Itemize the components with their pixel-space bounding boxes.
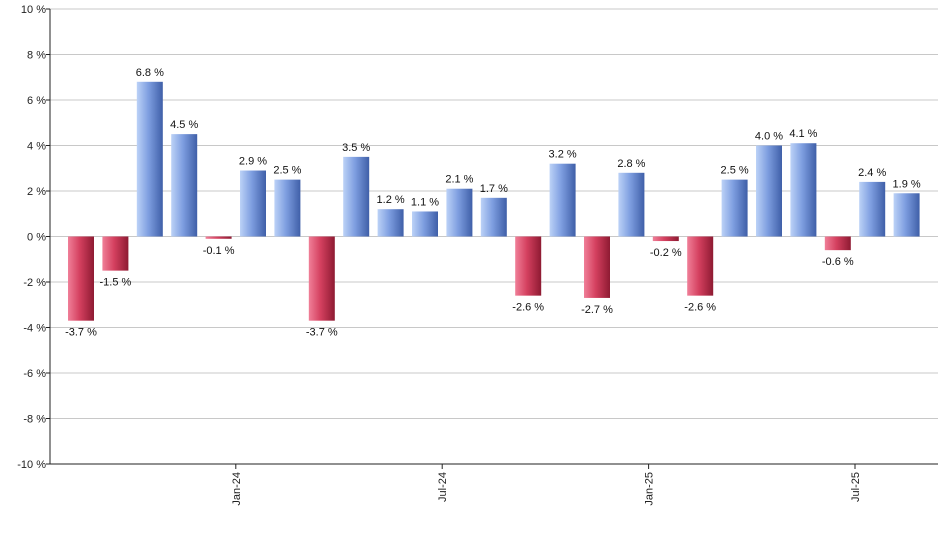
bar — [412, 211, 438, 237]
bar — [240, 170, 266, 237]
bar-value-label: -0.2 % — [650, 247, 682, 259]
bar-value-label: 2.9 % — [239, 156, 267, 168]
y-tick-label: 4 % — [27, 141, 46, 153]
bars — [68, 81, 920, 321]
bar — [824, 236, 851, 251]
bar-value-label: 4.5 % — [170, 119, 198, 131]
bar-value-label: 2.8 % — [617, 158, 645, 170]
bar — [549, 163, 576, 237]
y-tick-label: -8 % — [23, 414, 46, 426]
bar — [205, 236, 232, 239]
bar-value-label: 2.4 % — [858, 167, 886, 179]
x-tick-label: Jan-24 — [231, 472, 243, 506]
bar-value-label: -3.7 % — [65, 327, 97, 339]
bar-value-label: 6.8 % — [136, 67, 164, 79]
bar — [687, 236, 714, 296]
bar-value-label: 1.1 % — [411, 196, 439, 208]
bar — [136, 81, 163, 237]
x-tick-label: Jul-24 — [437, 472, 449, 502]
bar — [102, 236, 129, 271]
y-tick-label: -6 % — [23, 368, 46, 380]
y-tick-label: 0 % — [27, 232, 46, 244]
bar-value-label: 1.2 % — [377, 194, 405, 206]
bar — [274, 179, 301, 237]
bar — [584, 236, 610, 298]
bar — [308, 236, 335, 321]
y-axis-ticks: 10 % 8 % 6 % 4 % 2 % 0 % -2 % -4 % -6 % -8 % -10 % — [17, 4, 50, 471]
bar — [652, 236, 679, 242]
x-axis-ticks: Jan-24 Jul-24 Jan-25 Jul-25 — [231, 464, 862, 506]
bar-value-label: 4.1 % — [789, 128, 817, 140]
bar-value-label: -3.7 % — [306, 327, 338, 339]
bar-value-label: 4.0 % — [755, 131, 783, 143]
data-labels: -3.7 % -1.5 % 6.8 % 4.5 % -0.1 % 2.9 % 2.5 % -3… — [65, 67, 921, 339]
y-tick-label: -2 % — [23, 277, 46, 289]
bar-value-label: 1.7 % — [480, 183, 508, 195]
bar-value-label: -0.6 % — [822, 256, 854, 268]
bar — [480, 197, 507, 237]
y-tick-label: 6 % — [27, 95, 46, 107]
bar — [859, 181, 886, 237]
bar — [618, 172, 645, 237]
bar-value-label: -0.1 % — [203, 245, 235, 257]
bar-value-label: -2.7 % — [581, 304, 613, 316]
bar — [377, 209, 404, 237]
y-tick-label: 2 % — [27, 186, 46, 198]
bar-value-label: -1.5 % — [100, 277, 132, 289]
x-tick-label: Jan-25 — [644, 472, 656, 506]
bar — [515, 236, 542, 296]
bar — [343, 156, 370, 237]
bar-value-label: -2.6 % — [684, 302, 716, 314]
y-tick-label: 10 % — [21, 4, 46, 16]
bar — [68, 236, 94, 321]
bar — [171, 134, 198, 237]
bar-value-label: -2.6 % — [512, 302, 544, 314]
bar-value-label: 2.5 % — [273, 165, 301, 177]
y-tick-label: -4 % — [23, 323, 46, 335]
y-tick-label: 8 % — [27, 50, 46, 62]
bar-value-label: 3.2 % — [549, 149, 577, 161]
bar — [893, 193, 920, 237]
bar — [721, 179, 748, 237]
bar — [790, 143, 817, 237]
bar-value-label: 1.9 % — [893, 178, 921, 190]
bar — [446, 188, 473, 237]
x-tick-label: Jul-25 — [850, 472, 862, 502]
bar-value-label: 2.1 % — [445, 174, 473, 186]
bar-value-label: 2.5 % — [721, 165, 749, 177]
bar-value-label: 3.5 % — [342, 142, 370, 154]
bar — [756, 145, 782, 237]
y-tick-label: -10 % — [17, 459, 46, 471]
